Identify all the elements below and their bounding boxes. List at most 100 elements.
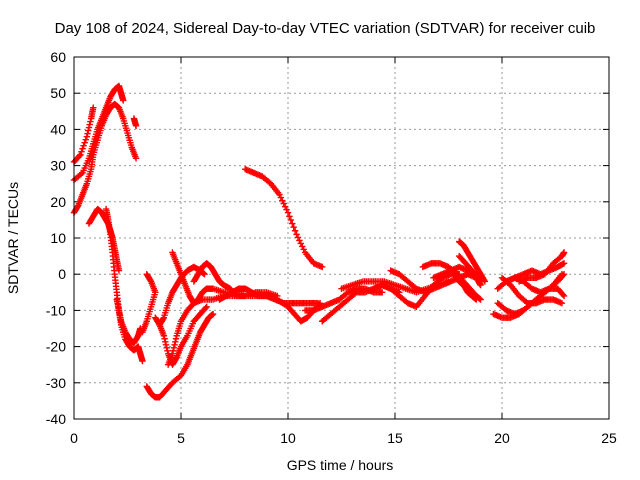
data-point — [132, 155, 140, 162]
data-point — [171, 341, 178, 348]
data-point — [164, 347, 171, 355]
data-point — [85, 124, 93, 131]
data-point — [319, 263, 326, 271]
data-point — [76, 152, 83, 160]
data-point — [523, 298, 530, 306]
data-point — [169, 347, 177, 355]
data-point — [209, 310, 217, 318]
data-point — [172, 355, 180, 362]
data-point — [279, 197, 286, 204]
data-point — [560, 271, 568, 278]
series-track-4 — [130, 115, 140, 129]
data-point — [299, 243, 306, 250]
y-tick-label: 20 — [50, 194, 66, 210]
data-point — [290, 223, 297, 231]
series-track-31 — [498, 274, 566, 307]
data-point — [293, 231, 300, 238]
data-point — [351, 290, 359, 297]
series-track-9 — [143, 310, 217, 401]
data-point — [316, 299, 324, 307]
data-point — [283, 206, 290, 213]
data-point — [560, 260, 568, 267]
x-tick-label: 15 — [387, 430, 403, 446]
data-point — [300, 246, 307, 253]
data-point — [289, 220, 296, 227]
data-point — [160, 332, 168, 339]
data-point — [559, 291, 567, 298]
x-tick-label: 0 — [70, 430, 78, 446]
data-point — [161, 335, 168, 342]
data-point — [481, 278, 489, 285]
data-point — [296, 237, 303, 244]
data-point — [132, 122, 140, 129]
data-point — [560, 249, 568, 256]
series-track-16 — [242, 166, 326, 271]
data-point — [297, 240, 305, 247]
y-axis-label: SDTVAR / TECUs — [5, 182, 21, 294]
series-track-7 — [113, 296, 144, 347]
series-track-22 — [387, 267, 480, 296]
data-point — [163, 344, 170, 352]
data-point — [86, 121, 93, 128]
series-track-6 — [102, 205, 146, 365]
data-point — [82, 136, 89, 143]
y-tick-label: 60 — [50, 49, 66, 65]
chart-title: Day 108 of 2024, Sidereal Day-to-day VTE… — [55, 20, 596, 37]
data-point — [277, 194, 285, 201]
data-point — [280, 200, 287, 207]
data-point — [120, 97, 127, 104]
data-point — [281, 203, 289, 210]
series-track-3 — [70, 100, 140, 216]
data-point — [77, 170, 85, 178]
data-point — [559, 272, 567, 279]
y-tick-label: 30 — [50, 158, 66, 174]
x-tick-label: 10 — [280, 430, 296, 446]
series-track-14 — [190, 260, 270, 300]
x-axis-label: GPS time / hours — [287, 457, 394, 473]
data-point — [558, 299, 566, 307]
series-track-26 — [451, 271, 480, 303]
data-point — [78, 148, 85, 155]
data-point — [284, 209, 292, 216]
series-track-10 — [152, 303, 210, 368]
x-tick-label: 20 — [494, 430, 510, 446]
data-point — [203, 303, 210, 310]
data-point — [84, 130, 91, 137]
plot-frame — [73, 56, 610, 420]
data-point — [378, 289, 386, 296]
data-point — [85, 127, 92, 134]
y-tick-label: -20 — [46, 339, 66, 355]
data-marks — [70, 82, 568, 401]
data-point — [90, 104, 97, 111]
axis-ticks: 0 5 10 15 20 25 -40 -30 -20 -10 0 10 20 30 40 50 60 — [46, 49, 617, 446]
data-point — [77, 151, 84, 158]
data-point — [162, 341, 170, 348]
data-point — [87, 118, 94, 125]
series-track-1 — [70, 104, 97, 166]
data-point — [83, 133, 91, 140]
data-point — [560, 292, 568, 300]
y-tick-label: 50 — [50, 85, 66, 101]
data-point — [473, 296, 480, 303]
data-point — [480, 277, 488, 284]
data-point — [170, 344, 178, 352]
series-track-23 — [419, 260, 484, 303]
data-point — [287, 216, 295, 224]
data-point — [286, 213, 293, 220]
data-point — [172, 338, 179, 345]
series-track-33 — [515, 249, 568, 285]
data-point — [162, 338, 169, 345]
data-point — [74, 203, 81, 210]
y-tick-label: -10 — [46, 302, 66, 318]
data-point — [139, 357, 146, 365]
y-tick-label: 0 — [58, 266, 66, 282]
x-tick-label: 25 — [601, 430, 617, 446]
series-track-17 — [252, 289, 324, 325]
data-point — [294, 234, 302, 241]
series-track-27 — [456, 238, 489, 285]
y-tick-label: 40 — [50, 121, 66, 137]
data-point — [266, 179, 273, 186]
data-point — [202, 304, 209, 312]
y-tick-label: -40 — [46, 411, 66, 427]
